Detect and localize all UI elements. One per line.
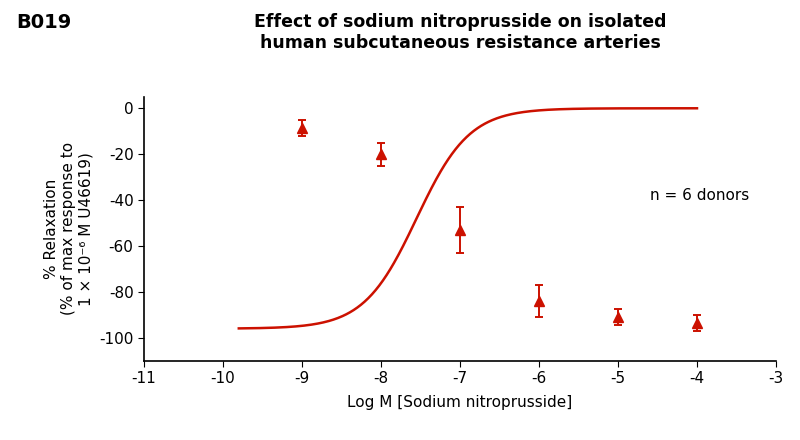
- Text: n = 6 donors: n = 6 donors: [650, 188, 749, 203]
- X-axis label: Log M [Sodium nitroprusside]: Log M [Sodium nitroprusside]: [347, 395, 573, 410]
- Text: Effect of sodium nitroprusside on isolated
human subcutaneous resistance arterie: Effect of sodium nitroprusside on isolat…: [254, 13, 666, 52]
- Y-axis label: % Relaxation
(% of max response to
1 × 10⁻⁶ M U46619): % Relaxation (% of max response to 1 × 1…: [44, 142, 94, 315]
- Text: B019: B019: [16, 13, 71, 32]
